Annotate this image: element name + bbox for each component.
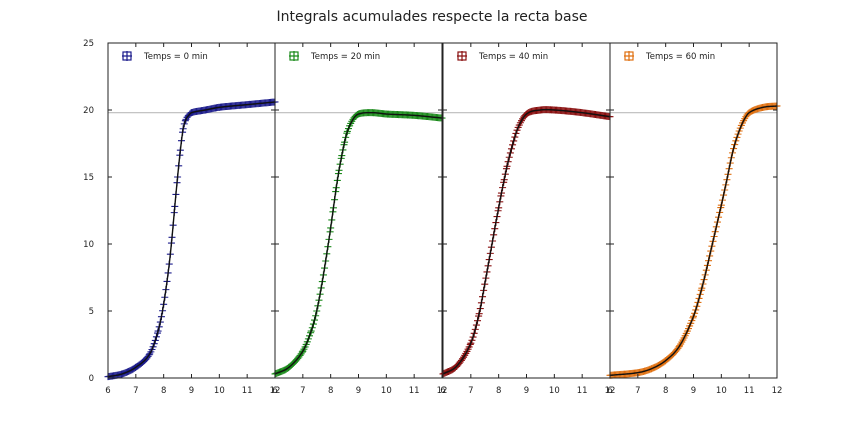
legend-cross-icon	[624, 51, 634, 61]
x-tick-label: 8	[496, 386, 501, 396]
x-tick-label: 7	[133, 386, 138, 396]
x-tick-label: 10	[214, 386, 225, 396]
legend-4: Temps = 60 min	[624, 51, 715, 62]
x-tick-label: 6	[607, 386, 612, 396]
panel-frame	[609, 42, 778, 379]
x-tick-label: 12	[270, 386, 281, 396]
data-series-3	[439, 106, 614, 378]
x-tick-label: 10	[549, 386, 560, 396]
x-tick-label: 8	[161, 386, 166, 396]
y-tick-label: 10	[83, 240, 94, 250]
legend-3: Temps = 40 min	[457, 51, 548, 62]
x-tick-label: 7	[635, 386, 640, 396]
x-tick-label: 9	[524, 386, 529, 396]
x-tick-label: 11	[744, 386, 755, 396]
x-tick-label: 7	[468, 386, 473, 396]
fit-curve	[442, 108, 611, 375]
chart-panels: 6 7 8 9 10 11 12 0 5 10 15 20 25 Temps = 0 min 6 7 8 9 10 1…	[83, 39, 782, 396]
y-tick-label: 15	[83, 173, 94, 183]
chart-title: Integrals acumulades respecte la recta b…	[276, 9, 587, 25]
x-tick-label: 12	[605, 386, 616, 396]
legend-label: Temps = 0 min	[143, 52, 208, 62]
legend-cross-icon	[289, 51, 299, 61]
fit-curve	[274, 111, 443, 375]
legend-1: Temps = 0 min	[122, 51, 208, 62]
panel-frame	[107, 42, 276, 379]
x-tick-label: 10	[381, 386, 392, 396]
data-series-2	[271, 109, 446, 378]
panel-4: 6 7 8 9 10 11 12 Temps = 60 min	[606, 42, 783, 396]
fit-curve	[609, 105, 778, 377]
x-tick-label: 11	[409, 386, 420, 396]
x-tick-label: 6	[105, 386, 110, 396]
data-series-1	[104, 98, 279, 381]
x-tick-label: 6	[440, 386, 445, 396]
legend-cross-icon	[457, 51, 467, 61]
panel-2: 6 7 8 9 10 11 12 Temps = 20 min	[271, 42, 448, 396]
x-tick-label: 6	[272, 386, 277, 396]
x-tick-label: 8	[663, 386, 668, 396]
panel-1: 6 7 8 9 10 11 12 0 5 10 15 20 25 Temps = 0 min	[83, 39, 280, 396]
y-tick-label: 0	[89, 374, 94, 384]
x-tick-label: 11	[242, 386, 253, 396]
x-tick-label: 12	[772, 386, 783, 396]
legend-2: Temps = 20 min	[289, 51, 380, 62]
x-tick-label: 12	[437, 386, 448, 396]
legend-label: Temps = 60 min	[645, 52, 715, 62]
x-tick-label: 11	[577, 386, 588, 396]
x-tick-label: 9	[189, 386, 194, 396]
y-tick-label: 25	[83, 39, 94, 49]
legend-label: Temps = 40 min	[478, 52, 548, 62]
y-tick-label: 20	[83, 106, 94, 116]
y-tick-label: 5	[89, 307, 94, 317]
x-tick-label: 9	[691, 386, 696, 396]
panel-3: 6 7 8 9 10 11 12 Temps = 40 min	[439, 42, 616, 396]
data-series-4	[606, 102, 781, 379]
panel-frame	[442, 42, 611, 379]
panel-frame	[274, 42, 443, 379]
x-tick-label: 8	[328, 386, 333, 396]
legend-label: Temps = 20 min	[310, 52, 380, 62]
x-tick-label: 9	[356, 386, 361, 396]
fit-curve	[107, 101, 276, 378]
x-tick-label: 7	[300, 386, 305, 396]
x-tick-label: 10	[716, 386, 727, 396]
legend-cross-icon	[122, 51, 132, 61]
